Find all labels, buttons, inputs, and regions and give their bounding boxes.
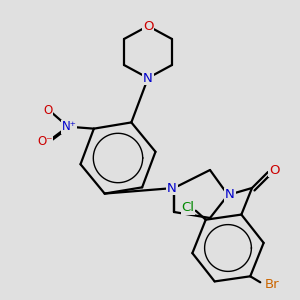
Text: N: N <box>143 71 153 85</box>
Text: N: N <box>225 188 235 202</box>
Text: O: O <box>269 164 279 176</box>
Text: O: O <box>143 20 153 32</box>
Text: N⁺: N⁺ <box>61 120 76 133</box>
Text: N: N <box>167 182 177 194</box>
Text: O⁻: O⁻ <box>37 135 52 148</box>
Text: O: O <box>43 104 52 117</box>
Text: Cl: Cl <box>181 201 194 214</box>
Text: Br: Br <box>265 278 280 291</box>
